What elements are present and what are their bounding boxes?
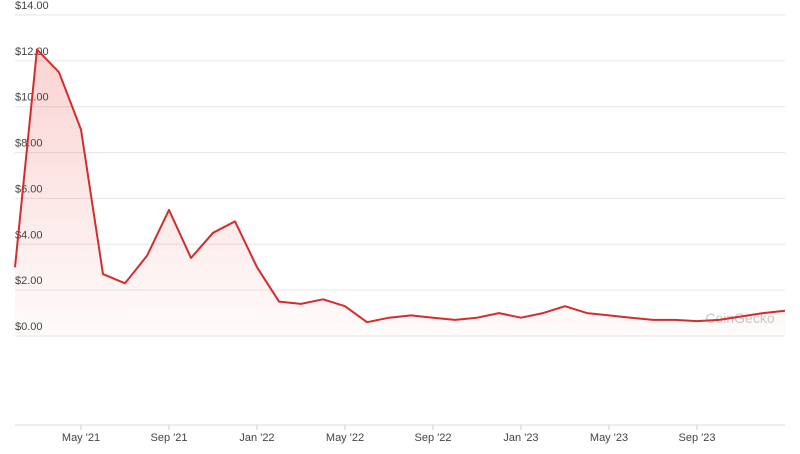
y-tick-label: $0.00 <box>15 321 43 333</box>
y-tick-label: $4.00 <box>15 229 43 241</box>
y-tick-label: $14.00 <box>15 0 49 12</box>
x-tick-label: May '21 <box>62 432 100 444</box>
x-tick-label: Sep '22 <box>415 432 452 444</box>
y-tick-label: $8.00 <box>15 138 43 150</box>
x-tick-label: Sep '23 <box>679 432 716 444</box>
y-tick-label: $6.00 <box>15 183 43 195</box>
y-tick-label: $2.00 <box>15 275 43 287</box>
x-tick-label: May '23 <box>590 432 628 444</box>
x-tick-label: Sep '21 <box>151 432 188 444</box>
area <box>15 49 785 337</box>
x-tick-label: Jan '23 <box>503 432 538 444</box>
x-tick-label: Jan '22 <box>239 432 274 444</box>
x-tick-label: May '22 <box>326 432 364 444</box>
y-tick-label: $12.00 <box>15 46 49 58</box>
price-line <box>14 48 786 324</box>
